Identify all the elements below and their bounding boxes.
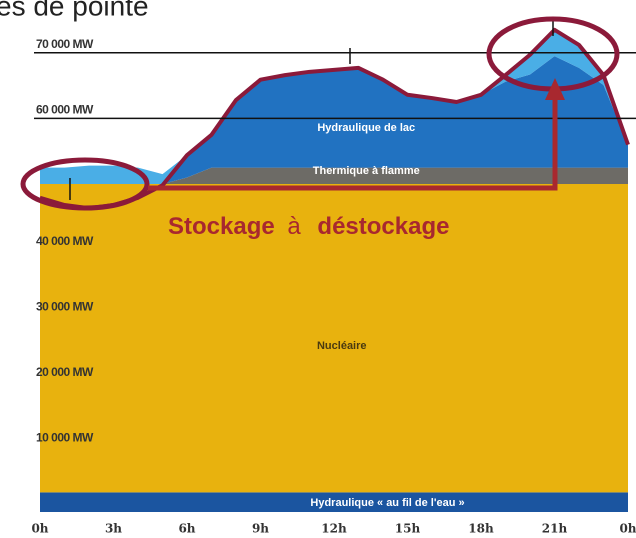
x-tick-label: 12h	[321, 522, 347, 536]
annotation-part: à	[287, 213, 301, 240]
y-tick-label: 20 000 MW	[36, 365, 94, 379]
area	[40, 29, 628, 185]
x-tick-label: 9h	[252, 522, 269, 536]
y-tick-label: 60 000 MW	[36, 103, 94, 117]
x-tick-label: 3h	[105, 522, 122, 536]
area	[40, 56, 628, 184]
x-tick-label: 0h	[31, 522, 48, 536]
arrow-head	[545, 78, 565, 100]
y-tick-label: 70 000 MW	[36, 37, 94, 51]
overlay: Stockage à déstockage	[20, 16, 620, 240]
series-label: Thermique à flamme	[313, 165, 420, 177]
series-label: Hydraulique « au fil de l'eau »	[310, 497, 464, 509]
highlight-ellipse	[20, 157, 150, 211]
chart-title: es de pointe	[0, 0, 149, 21]
x-tick-label: 0h	[619, 522, 636, 536]
series-label: Nucléaire	[317, 340, 367, 352]
annotation-part: déstockage	[317, 213, 449, 240]
y-tick-label: 10 000 MW	[36, 431, 94, 445]
series-label: Hydraulique de lac	[317, 122, 415, 134]
annotation-part: Stockage	[168, 213, 275, 240]
x-tick-label: 18h	[468, 522, 494, 536]
area	[40, 167, 628, 184]
y-tick-label: 40 000 MW	[36, 234, 94, 248]
x-tick-label: 15h	[395, 522, 421, 536]
x-tick-label: 6h	[178, 522, 195, 536]
x-tick-label: 21h	[542, 522, 568, 536]
arrow	[148, 98, 558, 191]
area	[40, 492, 628, 512]
y-tick-label: 30 000 MW	[36, 299, 94, 313]
area	[40, 184, 628, 493]
annotation: Stockage à déstockage	[168, 213, 449, 240]
plot: Hydraulique « au fil de l'eau » Nucléaire…	[31, 20, 636, 536]
